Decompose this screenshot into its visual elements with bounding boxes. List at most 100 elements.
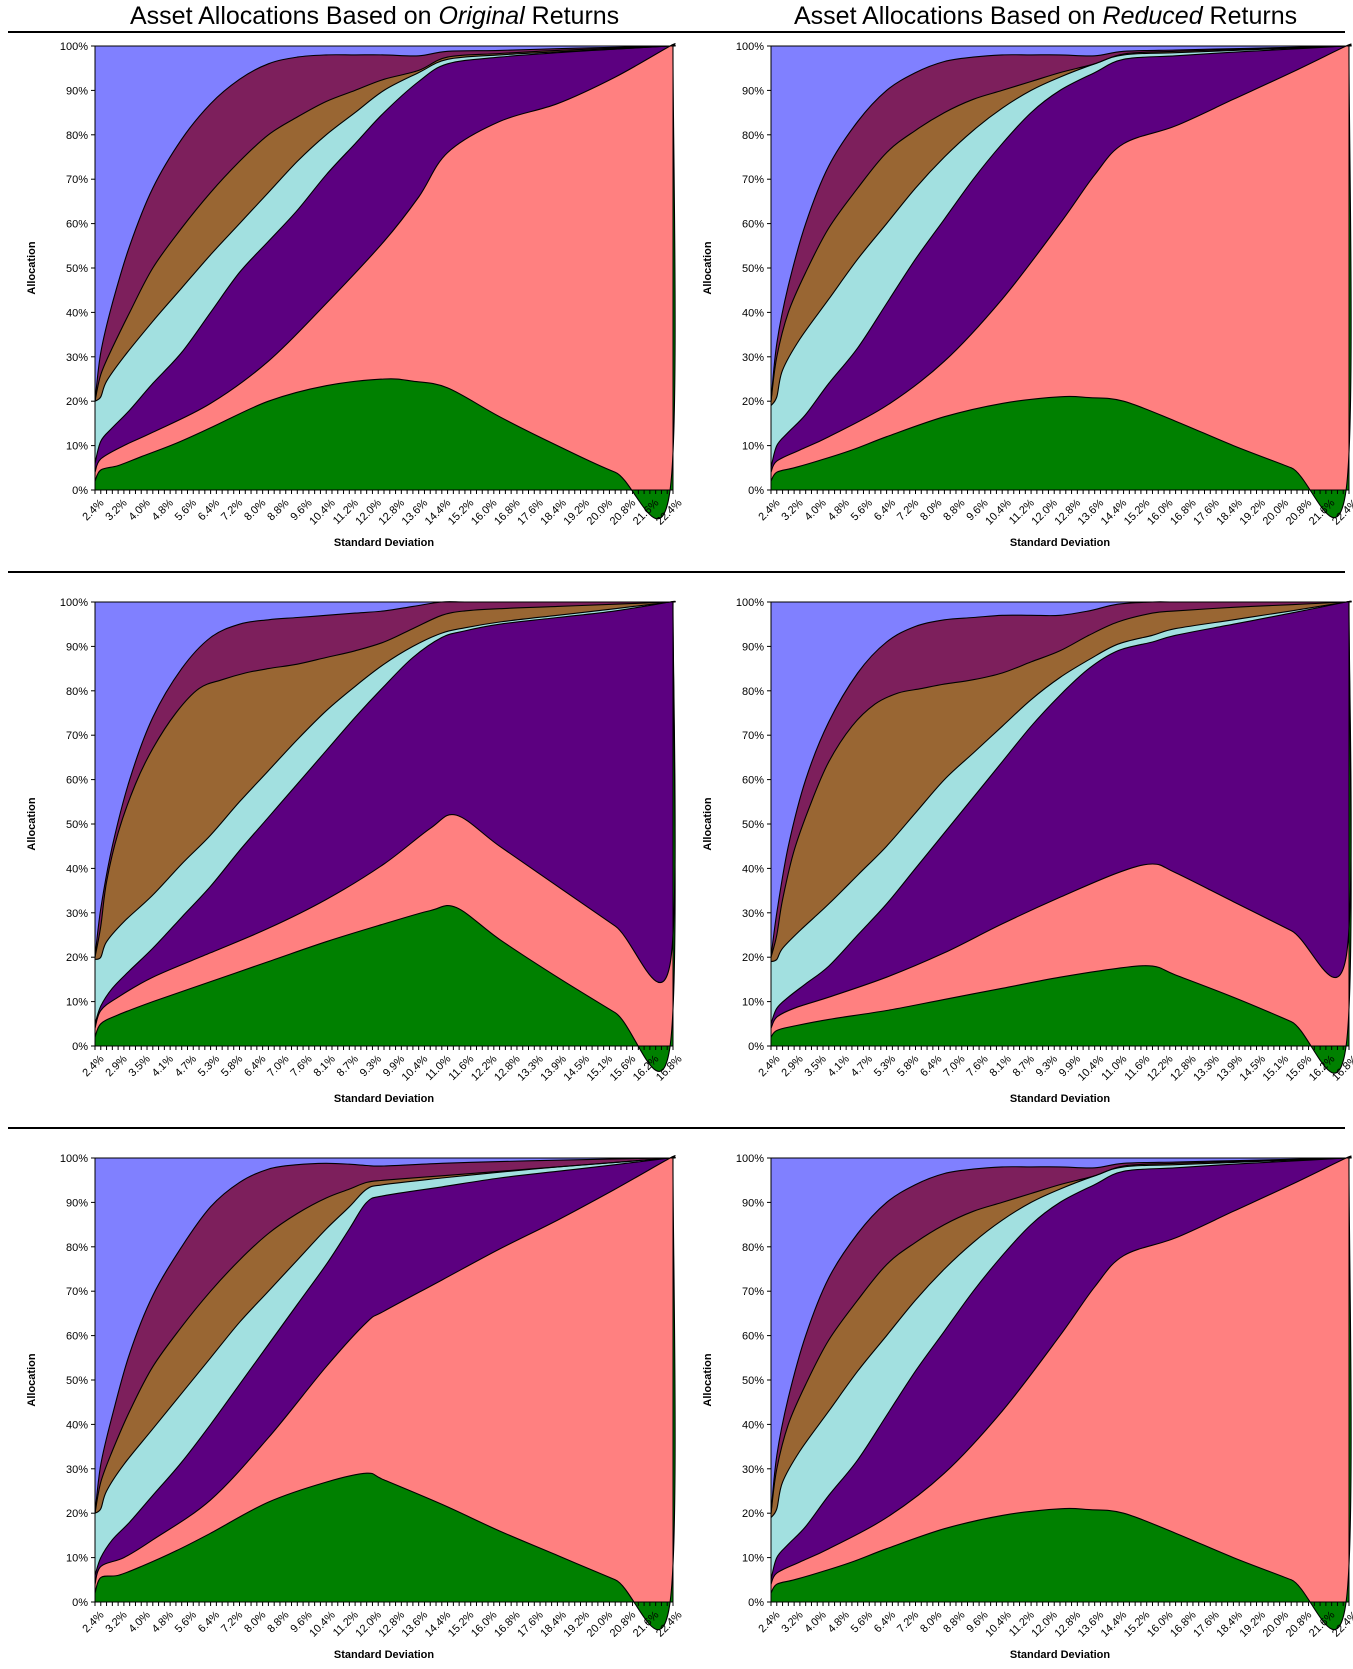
y-tick-label: 40%	[742, 307, 764, 319]
x-tick-label: 4.1%	[826, 1053, 852, 1079]
layer-boundary-1	[770, 1155, 1352, 1585]
y-tick-label: 100%	[736, 597, 764, 609]
y-tick-label: 20%	[742, 396, 764, 408]
allocation-chart-original-2: 0% 10% 20% 30% 40% 50% 60% 70% 80% 90% 100% 2.4%2.9…	[26, 597, 685, 1105]
y-tick-label: 20%	[742, 1508, 764, 1520]
x-tick-label: 4.7%	[173, 1053, 199, 1079]
y-tick-label: 40%	[742, 863, 764, 875]
layer-boundary-3	[770, 1157, 1352, 1518]
x-tick-label: 8.7%	[335, 1053, 361, 1079]
y-tick-label: 80%	[742, 686, 764, 698]
y-tick-label: 70%	[66, 1286, 88, 1298]
y-tick-label: 50%	[66, 819, 88, 831]
y-tick-label: 40%	[66, 307, 88, 319]
y-tick-label: 40%	[66, 1419, 88, 1431]
layer-boundary-5	[94, 45, 676, 402]
layer-boundary-4	[770, 45, 1352, 402]
x-tick-label: 7.0%	[265, 1053, 291, 1079]
x-tick-label: 6.4%	[918, 1053, 944, 1079]
layer-boundary-5	[770, 1157, 1352, 1514]
x-tick-label: 4.0%	[803, 1609, 829, 1635]
area-layer-1	[771, 602, 1352, 1046]
layer-boundary-1	[770, 601, 1352, 1029]
y-tick-label: 20%	[66, 396, 88, 408]
x-tick-label: 4.1%	[150, 1053, 176, 1079]
x-tick-label: 8.1%	[312, 1053, 338, 1079]
x-tick-label: 6.4%	[196, 1609, 222, 1635]
area-layer-0	[771, 46, 1352, 518]
y-tick-label: 50%	[742, 1375, 764, 1387]
y-tick-label: 90%	[742, 641, 764, 653]
x-tick-label: 8.8%	[265, 497, 291, 523]
x-tick-label: 5.6%	[173, 1609, 199, 1635]
y-axis-title: Allocation	[702, 241, 714, 294]
layer-boundary-2	[770, 1157, 1352, 1580]
layer-boundary-3	[94, 600, 676, 960]
x-tick-label: 9.3%	[1034, 1053, 1060, 1079]
layer-boundary-0	[94, 45, 676, 520]
y-tick-label: 30%	[66, 1464, 88, 1476]
layer-boundary-2	[770, 600, 1352, 1024]
x-tick-label: 5.8%	[895, 1053, 921, 1079]
x-tick-label: 4.0%	[803, 497, 829, 523]
x-axis-title: Standard Deviation	[334, 1649, 435, 1661]
layer-boundary-1	[770, 43, 1352, 473]
x-tick-label: 4.8%	[826, 1609, 852, 1635]
x-tick-label: 5.6%	[849, 1609, 875, 1635]
y-tick-label: 80%	[742, 1242, 764, 1254]
x-tick-label: 4.0%	[127, 497, 153, 523]
x-tick-label: 6.4%	[872, 497, 898, 523]
y-tick-label: 40%	[742, 1419, 764, 1431]
y-tick-label: 0%	[72, 485, 88, 497]
x-tick-label: 5.3%	[196, 1053, 222, 1079]
x-tick-label: 4.7%	[849, 1053, 875, 1079]
layer-boundary-5	[770, 45, 1352, 402]
x-tick-label: 10.4%	[307, 497, 338, 528]
x-tick-label: 7.6%	[964, 1053, 990, 1079]
y-tick-label: 70%	[742, 730, 764, 742]
x-tick-label: 9.3%	[358, 1053, 384, 1079]
y-tick-label: 20%	[742, 952, 764, 964]
x-tick-label: 2.9%	[779, 1053, 805, 1079]
y-tick-label: 0%	[72, 1597, 88, 1609]
y-axis-title: Allocation	[26, 1353, 38, 1406]
layer-boundary-3	[770, 45, 1352, 406]
y-tick-label: 30%	[742, 1464, 764, 1476]
y-tick-label: 50%	[742, 263, 764, 275]
y-tick-label: 60%	[66, 775, 88, 787]
x-tick-label: 6.4%	[242, 1053, 268, 1079]
layer-boundary-4	[94, 45, 676, 402]
y-tick-label: 90%	[742, 85, 764, 97]
y-tick-label: 80%	[66, 686, 88, 698]
x-axis-title: Standard Deviation	[334, 537, 435, 549]
x-tick-label: 10.4%	[983, 497, 1014, 528]
layer-boundary-0	[770, 1157, 1352, 1631]
y-tick-label: 60%	[742, 219, 764, 231]
x-tick-label: 4.8%	[150, 1609, 176, 1635]
y-tick-label: 10%	[66, 441, 88, 453]
allocation-chart-reduced-2: 0% 10% 20% 30% 40% 50% 60% 70% 80% 90% 100% 2.4%2.9…	[702, 597, 1353, 1105]
x-tick-label: 10.4%	[1076, 1053, 1107, 1084]
y-tick-label: 90%	[66, 641, 88, 653]
y-tick-label: 40%	[66, 863, 88, 875]
x-tick-label: 7.2%	[895, 497, 921, 523]
layer-boundary-3	[94, 45, 676, 402]
x-tick-label: 10.4%	[400, 1053, 431, 1084]
y-tick-label: 0%	[748, 1041, 764, 1053]
x-tick-label: 7.2%	[219, 497, 245, 523]
y-tick-label: 10%	[66, 1553, 88, 1565]
x-tick-label: 2.4%	[756, 497, 782, 523]
x-tick-label: 5.3%	[872, 1053, 898, 1079]
y-tick-label: 100%	[60, 41, 88, 53]
y-tick-label: 10%	[66, 997, 88, 1009]
layer-boundary-1	[94, 1155, 676, 1585]
y-tick-label: 10%	[742, 441, 764, 453]
x-axis-title: Standard Deviation	[334, 1093, 435, 1105]
x-tick-label: 3.2%	[779, 497, 805, 523]
y-tick-label: 30%	[66, 908, 88, 920]
layer-boundary-1	[94, 601, 676, 1029]
y-tick-label: 50%	[66, 263, 88, 275]
x-axis-title: Standard Deviation	[1010, 537, 1111, 549]
x-tick-label: 8.8%	[941, 497, 967, 523]
x-tick-label: 5.8%	[219, 1053, 245, 1079]
